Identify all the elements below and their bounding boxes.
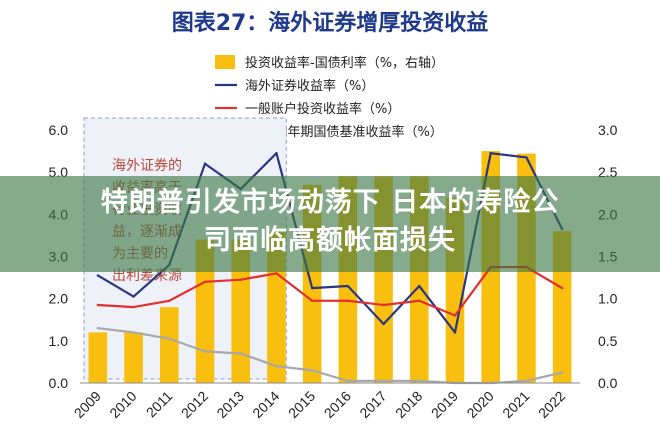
x-tick-label: 2010: [106, 388, 139, 421]
legend-label: 海外证券收益率（%）: [245, 78, 374, 94]
point-2-2016: [346, 299, 350, 302]
x-tick-label: 2012: [178, 388, 211, 421]
point-2-2011: [168, 299, 171, 302]
x-tick-label: 2019: [428, 388, 461, 421]
left-tick-label: 1.0: [49, 333, 69, 349]
point-3-2009: [96, 326, 100, 330]
point-3-2015: [310, 369, 314, 372]
bar-2012: [195, 239, 215, 383]
right-tick-label: 1.0: [598, 291, 618, 307]
left-tick-label: 0.0: [49, 375, 69, 391]
right-tick-label: 0.5: [598, 333, 618, 349]
legend-label: 一般账户投资收益率（%）: [245, 101, 400, 117]
line-series-2: [97, 265, 563, 317]
point-1-2014: [275, 151, 278, 155]
x-tick-label: 2016: [321, 388, 354, 421]
point-3-2021: [525, 379, 528, 383]
left-tick-label: 6.0: [49, 122, 69, 138]
annotation-text: 出利差来源: [112, 268, 182, 284]
headline-text: 特朗普引发市场动荡下 日本的寿险公 司面临高额帐面损失: [0, 184, 660, 260]
point-3-2012: [203, 350, 207, 353]
point-1-2015: [310, 286, 314, 290]
x-tick-label: 2014: [249, 388, 282, 421]
point-3-2014: [275, 364, 278, 368]
point-3-2013: [239, 352, 242, 355]
point-1-2018: [418, 284, 421, 288]
bar-2011: [160, 307, 179, 383]
point-1-2019: [453, 331, 457, 334]
point-2-2009: [96, 303, 100, 307]
point-1-2010: [132, 295, 135, 298]
point-2-2019: [453, 314, 457, 317]
chart-title: 图表27：海外证券增厚投资收益: [172, 10, 489, 36]
headline-line-1: 特朗普引发市场动荡下 日本的寿险公: [100, 187, 560, 218]
x-tick-label: 2018: [392, 388, 425, 421]
bar-2010: [124, 332, 143, 383]
x-tick-label: 2022: [535, 388, 568, 421]
point-2-2012: [203, 280, 207, 283]
point-2-2017: [382, 303, 385, 307]
headline-line-2: 司面临高额帐面损失: [204, 225, 456, 256]
point-2-2014: [275, 272, 278, 275]
point-3-2011: [168, 337, 171, 340]
point-2-2015: [310, 299, 314, 302]
annotation-text: 海外证券的: [112, 158, 182, 174]
point-1-2009: [96, 274, 100, 277]
legend-label: 日本10年期国债基准收益率（%）: [245, 124, 443, 140]
point-3-2018: [418, 379, 421, 383]
point-1-2021: [525, 156, 528, 159]
point-3-2010: [132, 331, 135, 334]
x-tick-label: 2021: [499, 388, 532, 421]
point-3-2017: [382, 379, 385, 383]
point-1-2016: [346, 284, 350, 288]
x-tick-label: 2015: [285, 388, 318, 421]
right-tick-label: 3.0: [598, 122, 618, 138]
left-tick-label: 2.0: [49, 291, 69, 307]
x-tick-label: 2011: [143, 388, 176, 421]
x-tick-label: 2009: [71, 388, 104, 421]
x-tick-label: 2020: [463, 388, 496, 421]
x-tick-label: 2017: [356, 388, 389, 421]
point-2-2018: [418, 299, 421, 302]
point-2-2022: [560, 286, 564, 290]
point-1-2020: [489, 151, 492, 155]
point-3-2016: [346, 379, 350, 383]
bar-2013: [231, 239, 250, 383]
legend-label: 投资收益率-国债利率（%，右轴）: [245, 55, 444, 71]
point-2-2013: [239, 278, 242, 281]
x-tick-label: 2013: [213, 388, 246, 421]
point-1-2012: [203, 162, 207, 165]
point-1-2017: [382, 322, 385, 326]
right-tick-label: 0.0: [598, 375, 618, 391]
bar-2009: [88, 332, 108, 383]
headline-banner: [0, 176, 660, 272]
legend-swatch: [215, 55, 235, 69]
point-2-2010: [132, 305, 135, 309]
point-3-2022: [560, 371, 564, 374]
